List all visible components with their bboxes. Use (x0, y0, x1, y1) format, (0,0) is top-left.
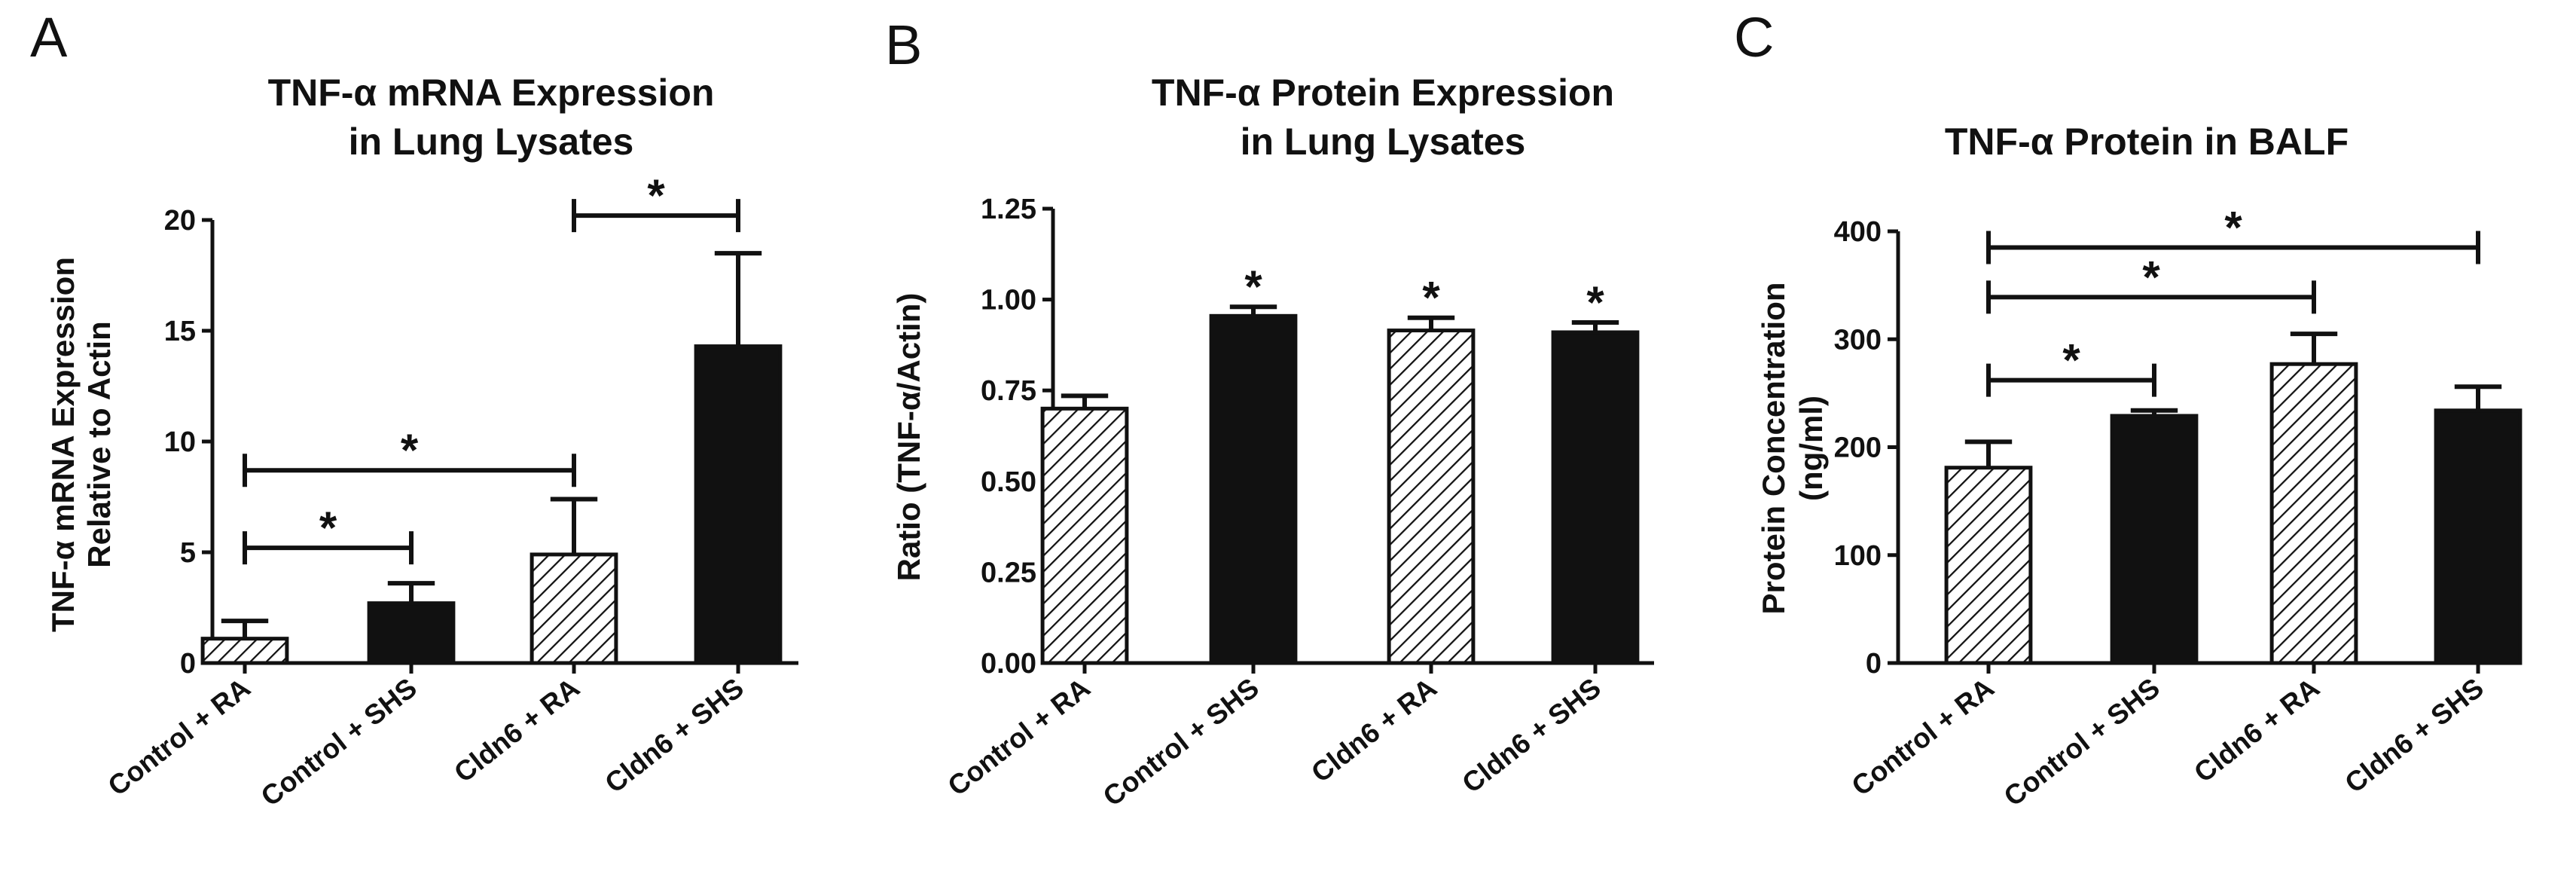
bar-a-1 (200, 637, 289, 665)
chart-panel-c: TNF-α Protein in BALF Protein Concentrati… (1756, 121, 2523, 812)
category-label-b-1: Control + RA (942, 672, 1096, 802)
category-label-c-2: Control + SHS (1998, 672, 2165, 812)
y-tick-label-a: 20 (164, 205, 196, 237)
y-axis-label-b-line-1: Ratio (TNF-α/Actin) (891, 293, 926, 582)
y-tick-label-b: 1.25 (981, 194, 1036, 225)
category-label-a-1: Control + RA (102, 672, 256, 802)
chart-title-a-line-2: in Lung Lysates (349, 121, 634, 163)
y-tick-label-c: 100 (1834, 540, 1882, 572)
significance-star-c-3: * (2224, 202, 2242, 252)
chart-title-b-line-1: TNF-α Protein Expression (1152, 72, 1614, 114)
bar-b-2 (1209, 313, 1298, 665)
y-tick-label-a: 15 (164, 316, 196, 347)
y-tick-label-a: 10 (164, 426, 196, 458)
category-label-a-3: Cldn6 + RA (448, 672, 585, 788)
significance-star-c-1: * (2062, 335, 2080, 386)
chart-title-a-line-1: TNF-α mRNA Expression (268, 72, 715, 114)
bar-a-4 (694, 344, 783, 665)
bar-c-4 (2434, 408, 2523, 665)
bar-b-3 (1387, 328, 1476, 665)
y-tick-label-a: 0 (180, 648, 196, 680)
y-tick-label-c: 0 (1866, 648, 1882, 680)
bar-b-4 (1551, 330, 1640, 665)
significance-star-c-2: * (2142, 252, 2160, 302)
category-label-b-2: Control + SHS (1097, 672, 1265, 812)
category-label-a-4: Cldn6 + SHS (600, 672, 749, 799)
chart-title-b-line-2: in Lung Lysates (1241, 121, 1526, 163)
significance-star-a-3: * (647, 170, 665, 221)
chart-panel-b: TNF-α Protein Expression in Lung Lysates R… (891, 72, 1654, 812)
y-axis-label-a-line-2: Relative to Actin (81, 321, 117, 568)
y-axis-label-c-line-1: Protein Concentration (1756, 282, 1791, 614)
bar-b-1 (1040, 406, 1129, 665)
bar-a-2 (367, 601, 456, 665)
panel-letter-c: C (1734, 6, 1774, 69)
significance-star-b-1: * (1244, 261, 1262, 312)
category-label-a-2: Control + SHS (255, 672, 423, 812)
panel-letter-b: B (885, 14, 922, 76)
bar-a-3 (530, 552, 618, 665)
panel-letter-a: A (30, 6, 68, 69)
bar-c-1 (1944, 466, 2033, 665)
significance-star-a-1: * (319, 503, 337, 553)
y-axis-label-a-line-1: TNF-α mRNA Expression (45, 257, 81, 632)
category-label-c-3: Cldn6 + RA (2188, 672, 2325, 788)
category-label-b-3: Cldn6 + RA (1305, 672, 1442, 788)
y-tick-label-b: 0.50 (981, 466, 1036, 498)
y-tick-label-a: 5 (180, 537, 196, 569)
bar-c-3 (2269, 362, 2358, 665)
category-label-b-4: Cldn6 + SHS (1457, 672, 1607, 799)
y-tick-label-b: 0.25 (981, 557, 1036, 588)
y-tick-label-c: 200 (1834, 432, 1882, 464)
y-tick-label-b: 0.75 (981, 375, 1036, 407)
y-tick-label-b: 1.00 (981, 285, 1036, 316)
category-label-c-4: Cldn6 + SHS (2339, 672, 2489, 799)
y-tick-label-b: 0.00 (981, 648, 1036, 680)
significance-star-b-3: * (1586, 277, 1604, 328)
chart-title-c-line-1: TNF-α Protein in BALF (1945, 121, 2349, 163)
y-tick-label-c: 400 (1834, 216, 1882, 248)
significance-star-b-2: * (1422, 273, 1440, 323)
bar-c-2 (2110, 414, 2199, 665)
significance-star-a-2: * (401, 425, 419, 475)
y-tick-label-c: 300 (1834, 324, 1882, 356)
category-label-c-1: Control + RA (1846, 672, 2000, 802)
y-axis-label-c-line-2: (ng/ml) (1793, 396, 1829, 501)
chart-panel-a: TNF-α mRNA Expression in Lung Lysates TNF-… (45, 72, 798, 812)
